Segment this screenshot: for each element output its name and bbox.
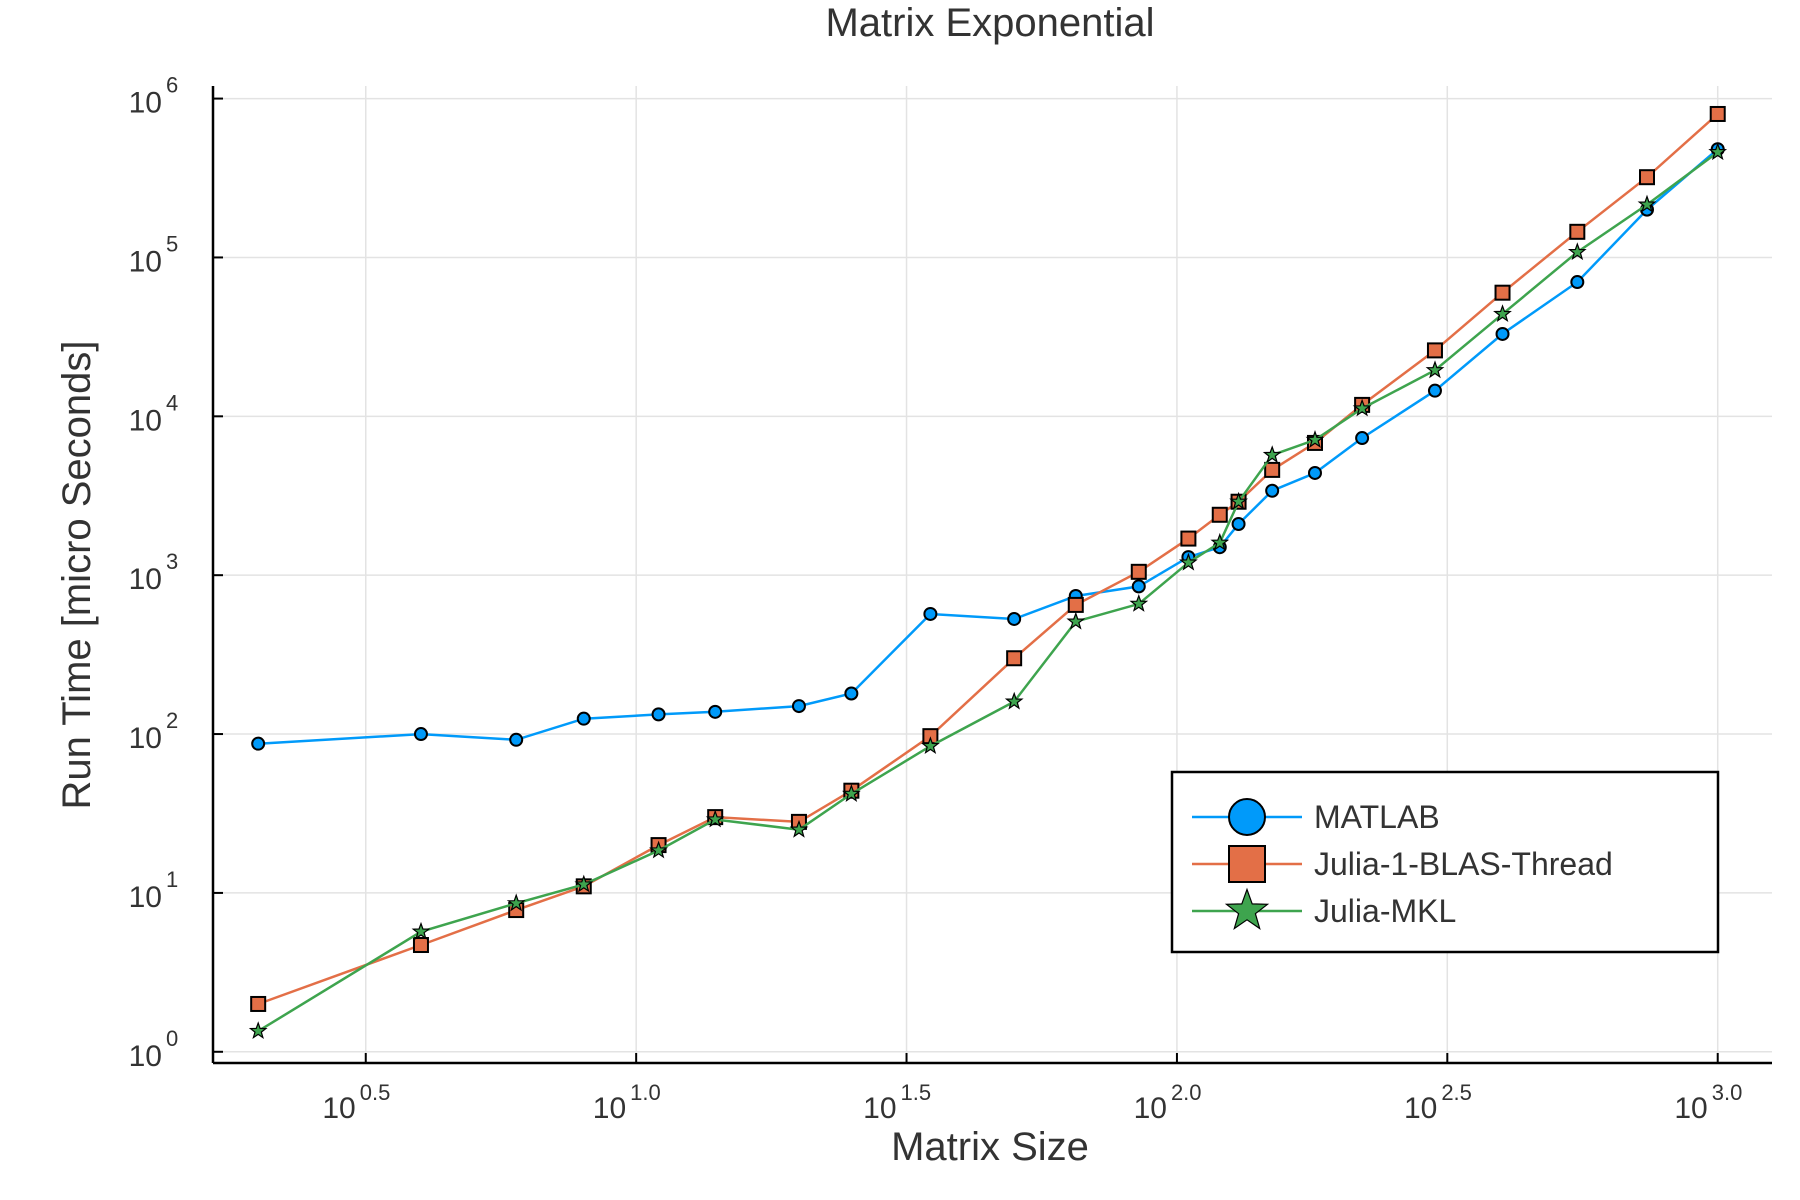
legend: MATLAB Julia-1-BLAS-Thread Julia-MKL	[1170, 770, 1720, 954]
data-point	[1427, 383, 1442, 398]
data-point	[251, 736, 266, 751]
data-point	[923, 606, 938, 621]
y-tick-exponent: 4	[166, 390, 178, 415]
data-point	[1211, 506, 1228, 523]
data-point	[1355, 431, 1370, 446]
data-point	[651, 707, 666, 722]
x-axis-title: Matrix Size	[891, 1125, 1089, 1169]
data-point	[1231, 516, 1246, 531]
x-tick-label: 10	[322, 1092, 355, 1125]
legend-label: MATLAB	[1314, 799, 1440, 835]
data-point	[842, 784, 861, 802]
data-point	[1493, 304, 1512, 323]
data-point	[791, 699, 806, 714]
data-point	[844, 686, 859, 701]
y-tick-label: 10	[129, 87, 162, 120]
y-tick-label: 10	[129, 404, 162, 437]
data-point	[1006, 650, 1023, 667]
data-point	[1264, 461, 1281, 478]
y-tick-label: 10	[129, 881, 162, 914]
data-point	[576, 711, 591, 726]
x-tick-label: 10	[863, 1092, 896, 1125]
data-point	[1180, 530, 1197, 547]
x-tick-exponent: 2.0	[1171, 1080, 1202, 1105]
grid-lines	[213, 86, 1772, 1063]
y-tick-exponent: 0	[166, 1026, 178, 1051]
data-point	[1004, 691, 1024, 710]
data-point	[1178, 552, 1198, 571]
data-point	[1639, 169, 1656, 186]
y-tick-exponent: 2	[166, 708, 178, 733]
data-point	[1229, 491, 1249, 510]
data-point	[1352, 398, 1372, 417]
x-tick-label: 10	[1134, 1092, 1167, 1125]
legend-label: Julia-1-BLAS-Thread	[1314, 846, 1613, 882]
x-tick-exponent: 1.5	[901, 1080, 932, 1105]
data-point	[1305, 429, 1325, 448]
data-point	[509, 732, 524, 747]
data-point	[1067, 596, 1084, 613]
data-point	[1066, 611, 1086, 630]
data-point	[411, 921, 431, 940]
data-point	[574, 874, 594, 893]
data-point	[1130, 563, 1147, 580]
y-axis-title: Run Time [micro Seconds]	[55, 340, 99, 809]
legend-marker	[1224, 887, 1270, 930]
legend-label: Julia-MKL	[1314, 893, 1456, 929]
x-tick-exponent: 1.0	[630, 1080, 661, 1105]
series-star	[248, 142, 1728, 1040]
data-series	[248, 105, 1728, 1040]
y-tick-exponent: 3	[166, 549, 178, 574]
data-point	[1425, 360, 1445, 379]
tick-labels: 10 0.5 10 1.0 10 1.5 10 2.0 10 2.5 10 3.01001011021…	[129, 73, 1743, 1125]
data-point	[1131, 579, 1146, 594]
data-point	[708, 704, 723, 719]
y-tick-label: 10	[129, 563, 162, 596]
legend-box	[1170, 770, 1720, 954]
x-tick-exponent: 3.0	[1712, 1080, 1743, 1105]
y-tick-exponent: 5	[166, 231, 178, 256]
x-tick-exponent: 2.5	[1441, 1080, 1472, 1105]
data-point	[921, 736, 940, 755]
legend-marker	[1228, 798, 1266, 836]
data-point	[1265, 483, 1280, 498]
data-point	[1708, 142, 1728, 161]
legend-marker	[1228, 845, 1266, 883]
data-point	[1426, 342, 1443, 359]
y-tick-label: 10	[129, 245, 162, 278]
data-point	[1007, 611, 1022, 626]
chart-title: Matrix Exponential	[825, 1, 1154, 45]
data-point	[1494, 284, 1511, 301]
data-point	[506, 893, 526, 912]
data-point	[412, 937, 429, 954]
data-point	[1307, 465, 1322, 480]
data-point	[1567, 242, 1587, 261]
data-point	[1129, 594, 1149, 612]
data-point	[1569, 223, 1586, 240]
data-point	[1637, 194, 1657, 213]
x-tick-label: 10	[1404, 1092, 1437, 1125]
y-tick-exponent: 6	[166, 73, 178, 98]
data-point	[413, 727, 428, 742]
data-point	[1210, 532, 1230, 551]
data-point	[1570, 275, 1585, 290]
y-tick-label: 10	[129, 722, 162, 755]
data-point	[1495, 326, 1510, 341]
x-tick-exponent: 0.5	[360, 1080, 391, 1105]
data-point	[649, 840, 669, 859]
series-circle	[251, 142, 1725, 751]
data-point	[1262, 445, 1282, 464]
data-point	[705, 809, 725, 828]
y-tick-exponent: 1	[166, 867, 178, 892]
data-point	[1709, 105, 1726, 122]
x-tick-label: 10	[593, 1092, 626, 1125]
data-point	[789, 819, 809, 838]
y-tick-label: 10	[129, 1040, 162, 1073]
data-point	[248, 1021, 268, 1040]
x-tick-label: 10	[1674, 1092, 1707, 1125]
data-point	[250, 995, 267, 1012]
axes	[211, 86, 1772, 1065]
